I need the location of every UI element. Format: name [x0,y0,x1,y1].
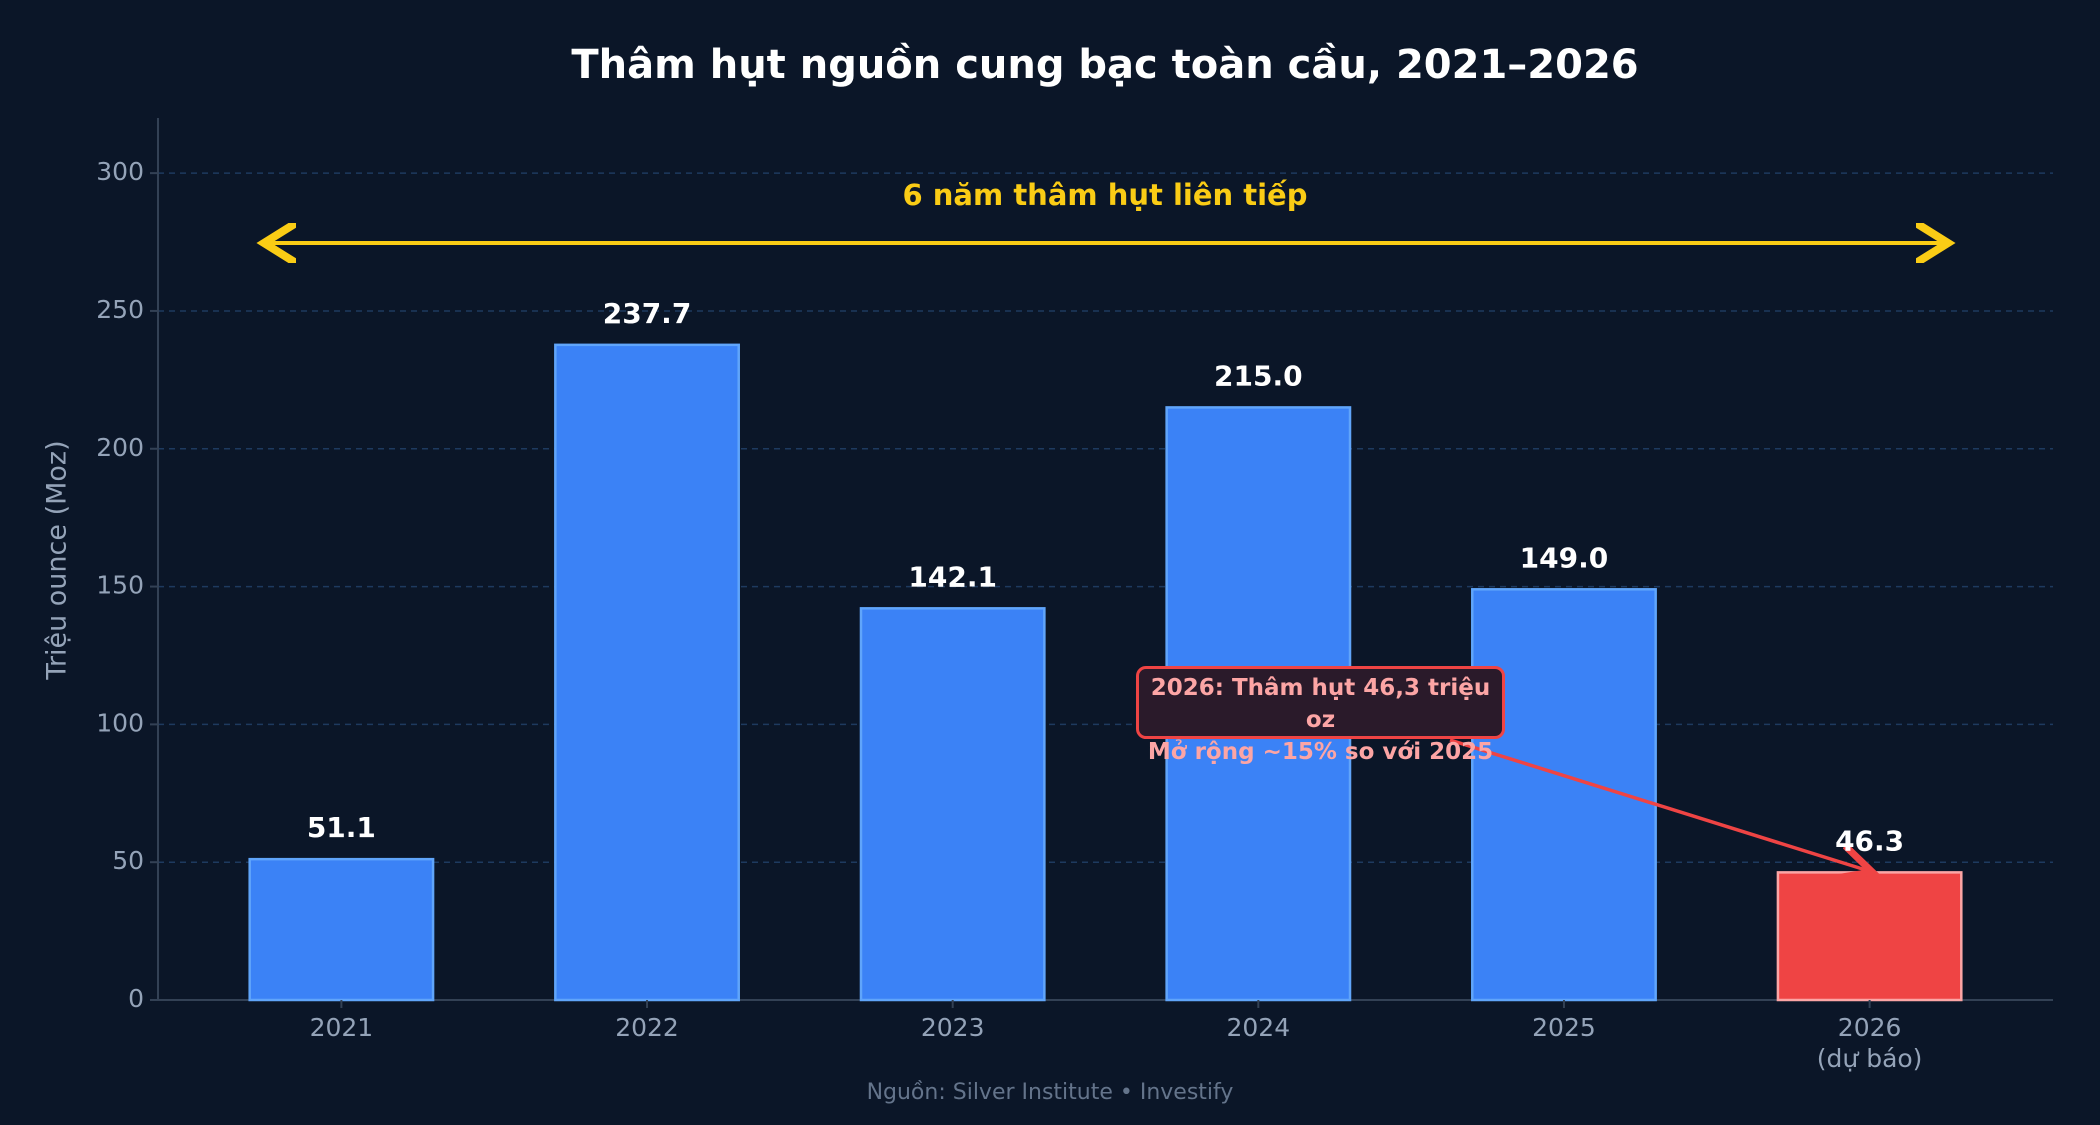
source: Nguồn: Silver Institute • Investify [867,1080,1234,1105]
x-tick-label: 2021 [309,1013,374,1042]
note-arrow [1449,738,1869,871]
y-tick-label: 50 [112,846,144,875]
bar [554,343,740,1002]
span-annotation: 6 năm thâm hụt liên tiếp [903,178,1308,212]
y-axis-label: Triệu ounce (Moz) [42,440,73,680]
bar [1776,871,1963,1002]
y-tick-label: 250 [96,295,144,324]
data-label: 149.0 [1520,541,1609,574]
data-label: 142.1 [908,560,997,593]
y-tick-label: 150 [96,571,144,600]
chart-title: Thâm hụt nguồn cung bạc toàn cầu, 2021–2… [571,42,1638,88]
y-tick-label: 0 [128,984,144,1013]
x-tick-label: 2025 [1532,1013,1596,1042]
data-label: 237.7 [603,297,692,330]
note-box: 2026: Thâm hụt 46,3 triệu oz Mở rộng ~15… [1136,666,1505,765]
x-tick-label: 2024 [1226,1013,1291,1042]
x-tick-label: 2022 [615,1013,679,1042]
y-tick-label: 200 [96,433,144,462]
y-tick-label: 300 [96,157,144,186]
y-tick-label: 100 [96,708,144,737]
bar [859,607,1046,1002]
data-label: 46.3 [1835,824,1904,857]
bar [248,857,435,1002]
x-tick-label: 2023 [920,1013,985,1042]
data-label: 215.0 [1214,359,1303,392]
x-tick-label: 2026 (dự báo) [1816,1013,1923,1073]
data-label: 51.1 [307,811,376,844]
